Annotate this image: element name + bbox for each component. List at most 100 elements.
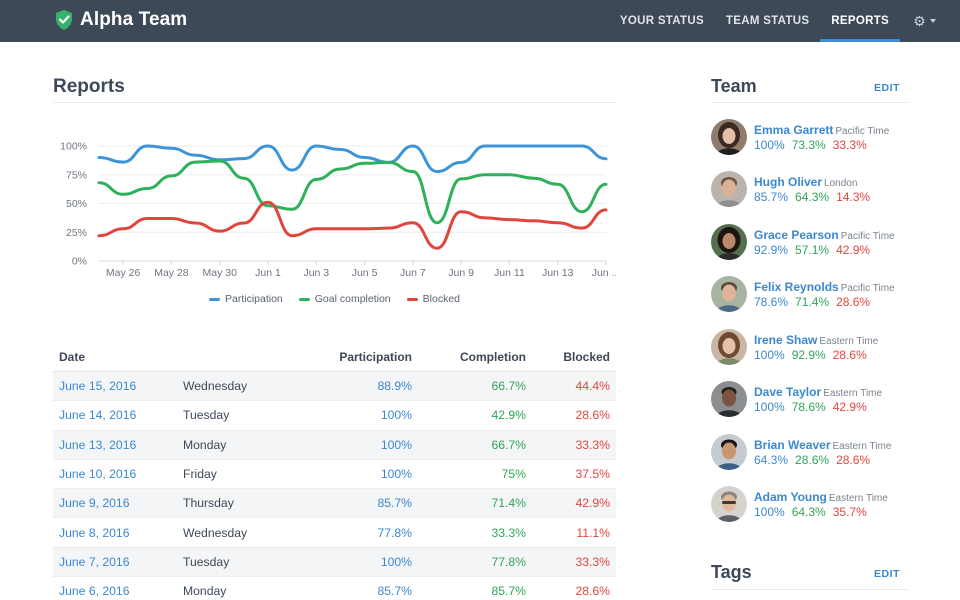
table-row[interactable]: June 10, 2016 Friday 100% 75% 37.5%: [53, 460, 616, 490]
table-row[interactable]: June 14, 2016 Tuesday 100% 42.9% 28.6%: [53, 401, 616, 431]
table-row[interactable]: June 6, 2016 Monday 85.7% 85.7% 28.6%: [53, 577, 616, 600]
column-header-blocked[interactable]: Blocked: [563, 350, 610, 364]
nav-your-status[interactable]: YOUR STATUS: [619, 15, 704, 27]
row-participation: 100%: [380, 408, 412, 423]
row-date-link[interactable]: June 8, 2016: [59, 525, 130, 540]
team-member[interactable]: Irene Shaw Eastern Time 100% 92.9% 28.6%: [711, 329, 911, 371]
member-blocked: 14.3%: [836, 190, 871, 204]
avatar: [711, 224, 747, 260]
member-timezone: Eastern Time: [832, 441, 892, 452]
member-completion: 92.9%: [791, 348, 826, 362]
table-row[interactable]: June 8, 2016 Wednesday 77.8% 33.3% 11.1%: [53, 518, 616, 548]
member-completion: 64.3%: [795, 190, 830, 204]
legend-item-goal-completion[interactable]: Goal completion: [298, 293, 391, 305]
row-day: Tuesday: [183, 554, 230, 569]
member-timezone: Eastern Time: [819, 336, 879, 347]
member-timezone: Eastern Time: [828, 493, 888, 504]
team-member[interactable]: Brian Weaver Eastern Time 64.3% 28.6% 28.6%: [711, 434, 911, 476]
nav-reports[interactable]: REPORTS: [820, 0, 900, 42]
table-row[interactable]: June 13, 2016 Monday 100% 66.7% 33.3%: [53, 430, 616, 460]
member-participation: 100%: [754, 505, 785, 519]
row-day: Friday: [183, 467, 217, 482]
nav-team-status[interactable]: TEAM STATUS: [725, 15, 810, 27]
x-tick-label: May 28: [154, 267, 189, 279]
settings-menu-button[interactable]: ⚙: [900, 0, 960, 42]
legend-label: Participation: [224, 293, 283, 305]
row-day: Wednesday: [183, 379, 248, 394]
row-date-link[interactable]: June 7, 2016: [59, 554, 130, 569]
row-date-link[interactable]: June 9, 2016: [59, 496, 130, 511]
member-timezone: London: [824, 178, 858, 189]
row-completion: 33.3%: [491, 525, 526, 540]
member-name[interactable]: Irene Shaw: [754, 333, 818, 347]
row-completion: 66.7%: [491, 379, 526, 394]
column-header-participation[interactable]: Participation: [339, 350, 412, 364]
row-day: Monday: [183, 584, 227, 599]
member-name[interactable]: Emma Garrett: [754, 123, 834, 137]
x-tick-label: Jun 9: [448, 267, 474, 279]
member-name[interactable]: Grace Pearson: [754, 228, 839, 242]
member-name[interactable]: Adam Young: [754, 490, 827, 504]
member-participation: 100%: [754, 348, 785, 362]
row-blocked: 11.1%: [576, 525, 610, 540]
y-tick-label: 75%: [66, 169, 87, 181]
member-completion: 28.6%: [795, 453, 830, 467]
row-blocked: 42.9%: [575, 496, 610, 511]
series-line-participation: [97, 144, 608, 173]
member-blocked: 28.6%: [836, 295, 871, 309]
member-completion: 78.6%: [791, 400, 826, 414]
column-header-date[interactable]: Date: [59, 350, 86, 364]
row-day: Thursday: [183, 496, 234, 511]
y-tick-label: 100%: [60, 141, 87, 153]
row-blocked: 44.4%: [575, 379, 610, 394]
member-name[interactable]: Felix Reynolds: [754, 280, 839, 294]
table-row[interactable]: June 7, 2016 Tuesday 100% 77.8% 33.3%: [53, 547, 616, 578]
top-navbar: Alpha Team YOUR STATUS TEAM STATUS REPOR…: [0, 0, 960, 42]
row-date-link[interactable]: June 15, 2016: [59, 379, 137, 394]
team-member[interactable]: Emma Garrett Pacific Time 100% 73.3% 33.3%: [711, 119, 911, 161]
column-header-completion[interactable]: Completion: [460, 350, 526, 364]
tags-edit-button[interactable]: EDIT: [874, 568, 900, 580]
member-timezone: Eastern Time: [823, 388, 883, 399]
row-day: Monday: [183, 437, 227, 452]
table-row[interactable]: June 15, 2016 Wednesday 88.9% 66.7% 44.4…: [53, 372, 616, 402]
member-timezone: Pacific Time: [835, 126, 890, 137]
legend-swatch: [406, 297, 418, 301]
member-name[interactable]: Hugh Oliver: [754, 175, 823, 189]
row-blocked: 37.5%: [575, 467, 610, 482]
member-completion: 64.3%: [791, 505, 826, 519]
team-edit-button[interactable]: EDIT: [874, 82, 900, 94]
x-tick-label: Jun 3: [303, 267, 329, 279]
row-completion: 71.4%: [491, 496, 526, 511]
member-name[interactable]: Dave Taylor: [754, 385, 822, 399]
row-date-link[interactable]: June 10, 2016: [59, 467, 137, 482]
row-participation: 77.8%: [377, 525, 412, 540]
team-member[interactable]: Adam Young Eastern Time 100% 64.3% 35.7%: [711, 486, 911, 528]
table-row[interactable]: June 9, 2016 Thursday 85.7% 71.4% 42.9%: [53, 489, 616, 519]
row-day: Wednesday: [183, 525, 248, 540]
team-member[interactable]: Felix Reynolds Pacific Time 78.6% 71.4% 28.…: [711, 276, 911, 318]
reports-divider: [53, 102, 616, 103]
legend-item-blocked[interactable]: Blocked: [406, 293, 460, 305]
team-member[interactable]: Hugh Oliver London 85.7% 64.3% 14.3%: [711, 171, 911, 213]
row-participation: 85.7%: [377, 584, 412, 599]
team-member[interactable]: Dave Taylor Eastern Time 100% 78.6% 42.9%: [711, 381, 911, 423]
main-nav: YOUR STATUS TEAM STATUS REPORTS ⚙: [609, 0, 960, 42]
member-name[interactable]: Brian Weaver: [754, 438, 831, 452]
row-date-link[interactable]: June 14, 2016: [59, 408, 137, 423]
brand[interactable]: Alpha Team: [54, 9, 187, 31]
row-blocked: 33.3%: [575, 437, 610, 452]
tags-title: Tags: [711, 562, 752, 582]
team-divider: [711, 102, 909, 103]
gear-icon: ⚙: [913, 12, 926, 29]
member-completion: 71.4%: [795, 295, 830, 309]
legend-swatch: [208, 297, 220, 301]
legend-swatch: [298, 297, 310, 301]
legend-item-participation[interactable]: Participation: [208, 293, 283, 305]
row-participation: 85.7%: [377, 496, 412, 511]
row-date-link[interactable]: June 13, 2016: [59, 437, 137, 452]
row-date-link[interactable]: June 6, 2016: [59, 584, 130, 599]
legend-label: Blocked: [422, 293, 460, 305]
member-participation: 100%: [754, 400, 785, 414]
team-member[interactable]: Grace Pearson Pacific Time 92.9% 57.1% 42.9…: [711, 224, 911, 266]
